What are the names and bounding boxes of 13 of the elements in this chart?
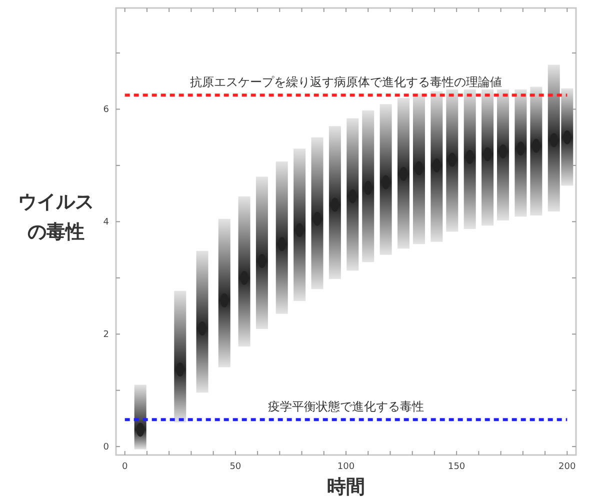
x-tick-label: 100 <box>337 462 355 472</box>
y-tick-label: 6 <box>103 105 110 116</box>
x-tick-label: 0 <box>122 462 128 472</box>
y-tick-label: 2 <box>103 330 109 340</box>
x-tick-label: 150 <box>448 462 466 472</box>
ref-line-label: 抗原エスケープを繰り返す病原体で進化する毒性の理論値 <box>190 75 502 90</box>
x-tick-label: 50 <box>230 462 242 472</box>
y-tick-label: 0 <box>103 442 110 453</box>
x-axis-title: 時間 <box>327 476 365 498</box>
ref-line-label: 疫学平衡状態で進化する毒性 <box>268 400 424 414</box>
y-tick-label: 4 <box>103 218 110 228</box>
x-tick-label: 200 <box>558 462 576 472</box>
y-axis-title: ウイルスの毒性 <box>18 191 94 243</box>
